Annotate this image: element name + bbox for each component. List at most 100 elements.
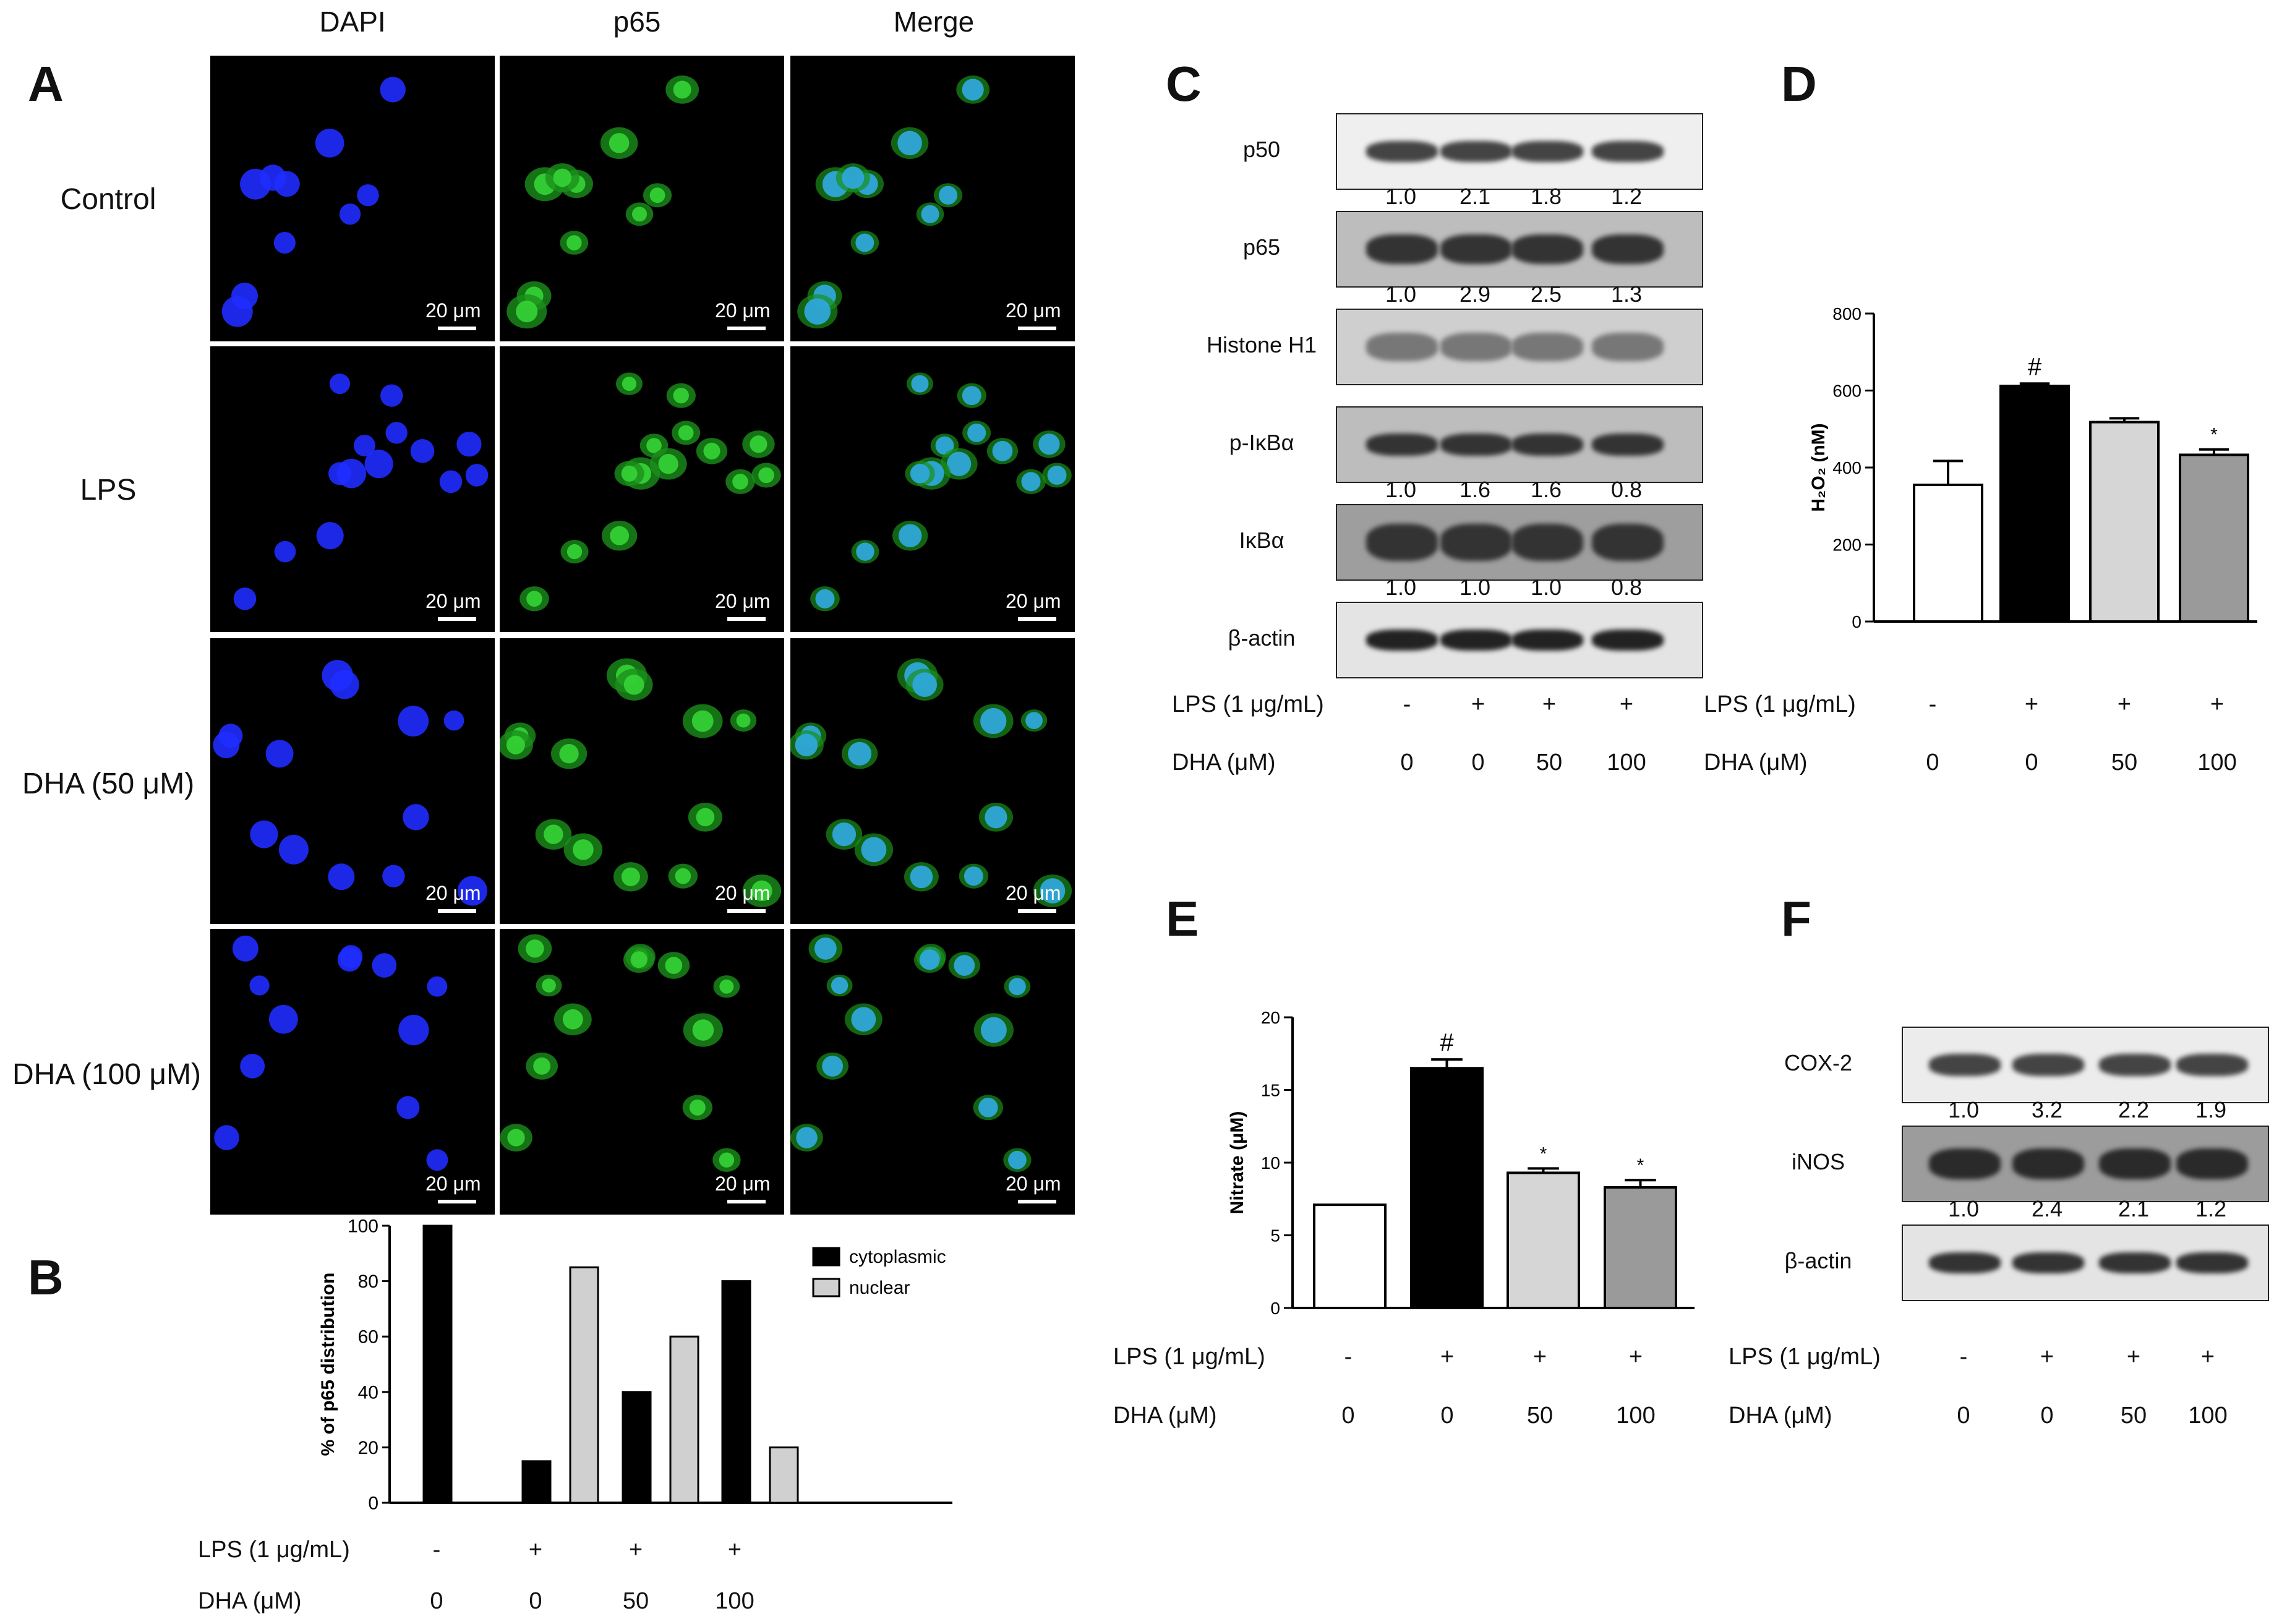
panel-d-dha-value: 0 <box>1926 750 1939 776</box>
y-tick-label: 15 <box>1261 1080 1280 1100</box>
panel-d-dha-value: 50 <box>2111 750 2138 776</box>
panel-f-dha-label: DHA (μM) <box>1729 1403 1832 1429</box>
panelC-quant-value: 1.0 <box>1530 575 1562 600</box>
y-tick-label: 0 <box>368 1494 378 1514</box>
blot-band <box>2012 1054 2084 1076</box>
panel-b-lps-label: LPS (1 μg/mL) <box>198 1537 350 1563</box>
panel-e-lps-label: LPS (1 μg/mL) <box>1113 1344 1265 1370</box>
micrograph-lps-dapi: 20 μm <box>210 346 495 632</box>
panel-e-dha-value: 0 <box>1341 1403 1355 1429</box>
bar-cytoplasmic <box>521 1460 552 1504</box>
scale-bar-line <box>1018 909 1056 913</box>
y-tick-label: 40 <box>358 1382 378 1403</box>
y-tick-label: 800 <box>1832 304 1862 323</box>
y-tick-label: 20 <box>1261 1008 1280 1027</box>
legend-label: cytoplasmic <box>849 1247 946 1267</box>
scale-bar-line <box>438 909 476 913</box>
bar-cytoplasmic <box>422 1224 453 1504</box>
micrograph-dha50-dapi: 20 μm <box>210 638 495 924</box>
scale-bar-label: 20 μm <box>715 1173 771 1195</box>
bar <box>1999 385 2070 623</box>
panelC-blot-label: p50 <box>1242 137 1281 162</box>
panel-b-dha-value: 50 <box>622 1588 649 1614</box>
blot-band <box>1929 1252 2001 1273</box>
micrograph-control-p65: 20 μm <box>500 56 784 341</box>
panelC-blot-image <box>1336 211 1703 288</box>
micrograph-dha100-dapi: 20 μm <box>210 929 495 1215</box>
panel-f-dha-value: 0 <box>2040 1403 2054 1429</box>
legend-label: nuclear <box>849 1278 910 1298</box>
micrograph-dha50-p65: 20 μm <box>500 638 784 924</box>
p65-distribution-chart: 0 20 40 60 80 100 % of p65 distribution cytopla… <box>318 1216 952 1514</box>
blot-band <box>2012 1148 2084 1179</box>
y-tick-label: 600 <box>1832 381 1862 400</box>
panel-e-lps-value: + <box>1628 1344 1643 1370</box>
bar <box>2179 453 2249 623</box>
panel-b-lps-value: - <box>432 1537 441 1563</box>
panel-d-dha-label: DHA (μM) <box>1704 750 1808 776</box>
blot-band <box>2012 1252 2084 1273</box>
column-header-p65: p65 <box>613 6 661 38</box>
panel-f-lps-value: + <box>2200 1344 2215 1370</box>
blot-band <box>1440 141 1512 162</box>
y-tick-label: 80 <box>358 1271 378 1292</box>
blot-band <box>1366 141 1438 162</box>
panel-b-dha-label: DHA (μM) <box>198 1588 302 1614</box>
bar <box>1507 1171 1580 1310</box>
panelC-quant-value: 1.8 <box>1530 184 1562 209</box>
panelF-blot-image <box>1902 1224 2269 1301</box>
panelC-quant-value: 0.8 <box>1610 575 1643 600</box>
panel-e-lps-value: + <box>1440 1344 1455 1370</box>
panel-c-dha-value: 0 <box>1400 750 1414 776</box>
panel-c-dha-label: DHA (μM) <box>1172 750 1276 776</box>
bar <box>1604 1186 1677 1310</box>
scale-bar-label: 20 μm <box>1006 299 1061 322</box>
panelF-quant-value: 2.4 <box>2031 1196 2063 1221</box>
micrograph-dha100-p65: 20 μm <box>500 929 784 1215</box>
panelC-blot-image <box>1336 406 1703 483</box>
panel-f-dha-value: 100 <box>2188 1403 2228 1429</box>
panelF-quant-value: 1.0 <box>1947 1097 1980 1122</box>
scale-bar-line <box>438 1200 476 1203</box>
h2o2-chart: 0 200 400 600 800 H₂O₂ (nM) # * <box>1808 304 2257 631</box>
significance-marker: * <box>1540 1143 1547 1164</box>
panelF-blot-image <box>1902 1027 2269 1103</box>
panelC-quant-value: 1.0 <box>1459 575 1491 600</box>
y-tick-label: 400 <box>1832 458 1862 477</box>
scale-bar-label: 20 μm <box>715 299 771 322</box>
panel-c-lps-value: + <box>1471 691 1485 717</box>
panelC-quant-value: 1.2 <box>1610 184 1643 209</box>
panel-e-dha-value: 50 <box>1526 1403 1554 1429</box>
significance-marker: # <box>1440 1029 1454 1056</box>
panel-c-lps-value: + <box>1619 691 1634 717</box>
scale-bar-line <box>1018 327 1056 330</box>
scale-bar-line <box>727 909 766 913</box>
row-label-control: Control <box>60 183 156 216</box>
panelC-quant-value: 1.6 <box>1459 477 1491 502</box>
blot-band <box>1366 524 1438 561</box>
scale-bar-label: 20 μm <box>425 882 481 904</box>
blot-band <box>1929 1148 2001 1179</box>
y-tick-label: 5 <box>1270 1226 1280 1245</box>
panelC-quant-value: 1.6 <box>1530 477 1562 502</box>
blot-band <box>2099 1252 2171 1273</box>
micrograph-control-merge: 20 μm <box>790 56 1075 341</box>
panel-b-lps-value: + <box>628 1537 643 1563</box>
y-tick-label: 100 <box>348 1216 378 1237</box>
panelF-blot-label: COX-2 <box>1784 1050 1853 1075</box>
blot-band <box>2099 1148 2171 1179</box>
panelC-blot-label: p-IκBα <box>1229 430 1294 455</box>
panel-b-lps-value: + <box>528 1537 543 1563</box>
panel-f-lps-label: LPS (1 μg/mL) <box>1729 1344 1881 1370</box>
row-label-lps: LPS <box>80 474 137 506</box>
scale-bar-line <box>727 617 766 621</box>
blot-band <box>1511 524 1583 561</box>
panel-c-lps-value: + <box>1542 691 1557 717</box>
panelF-quant-value: 2.2 <box>2118 1097 2150 1122</box>
panelC-quant-value: 1.0 <box>1385 575 1417 600</box>
blot-band <box>1511 630 1583 651</box>
scale-bar-label: 20 μm <box>1006 590 1061 612</box>
panelC-quant-value: 1.0 <box>1385 477 1417 502</box>
panelC-blot-image <box>1336 309 1703 385</box>
blot-band <box>1511 434 1583 456</box>
